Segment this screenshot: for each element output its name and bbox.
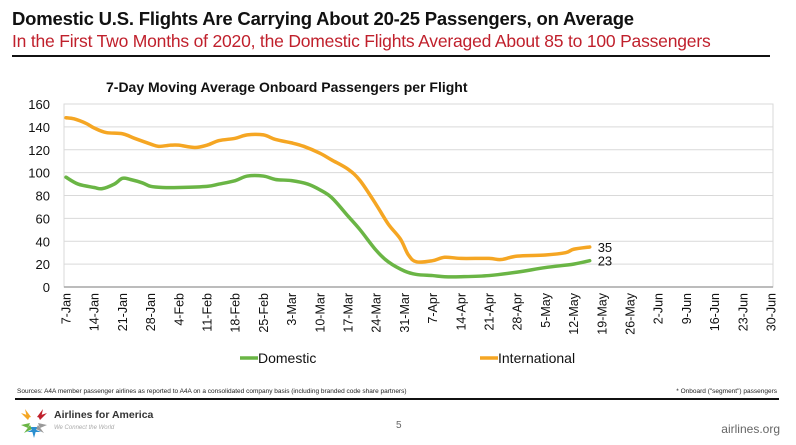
- x-tick-label: 10-Mar: [313, 293, 327, 333]
- slide-title: Domestic U.S. Flights Are Carrying About…: [12, 8, 634, 29]
- y-tick-label: 120: [28, 143, 50, 158]
- x-tick-label: 7-Apr: [426, 293, 440, 324]
- x-tick-label: 21-Jan: [116, 293, 130, 331]
- x-tick-label: 18-Feb: [229, 293, 243, 333]
- y-tick-label: 0: [43, 280, 50, 295]
- x-tick-label: 28-Apr: [511, 293, 525, 331]
- legend-label-international: International: [498, 350, 575, 366]
- x-tick-label: 2-Jun: [652, 293, 666, 324]
- x-tick-label: 3-Mar: [285, 293, 299, 326]
- chart-gridlines: [63, 103, 774, 288]
- data-label-domestic: 23: [598, 254, 612, 269]
- x-tick-label: 7-Jan: [60, 293, 74, 324]
- x-tick-label: 31-Mar: [398, 293, 412, 333]
- y-tick-label: 40: [36, 234, 50, 249]
- x-tick-label: 19-May: [595, 292, 609, 334]
- series-line-international: [64, 115, 592, 264]
- x-tick-label: 26-May: [624, 292, 638, 334]
- footer-divider: [15, 398, 779, 400]
- y-tick-label: 140: [28, 120, 50, 135]
- x-tick-label: 14-Apr: [454, 293, 468, 331]
- series-line-domestic: [64, 173, 592, 279]
- y-tick-label: 60: [36, 211, 50, 226]
- x-tick-label: 23-Jun: [736, 293, 750, 331]
- chart-legend: Domestic International: [240, 350, 575, 366]
- x-tick-label: 30-Jun: [765, 293, 779, 331]
- passengers-line-chart: 7-Day Moving Average Onboard Passengers …: [28, 79, 779, 366]
- airlines-for-america-logo-icon: [21, 409, 47, 438]
- x-tick-label: 14-Jan: [88, 293, 102, 331]
- y-tick-label: 80: [36, 189, 50, 204]
- x-tick-label: 9-Jun: [680, 293, 694, 324]
- data-label-international: 35: [598, 240, 612, 255]
- x-tick-label: 17-Mar: [342, 293, 356, 333]
- y-axis-ticks: 0 20 40 60 80 100 120 140 160: [28, 97, 50, 295]
- logo-tagline: We Connect the World: [54, 425, 115, 431]
- footer-footnote: * Onboard ("segment") passengers: [676, 388, 777, 395]
- x-tick-label: 5-May: [539, 292, 553, 327]
- y-tick-label: 20: [36, 257, 50, 272]
- x-tick-label: 12-May: [567, 292, 581, 334]
- x-tick-label: 4-Feb: [172, 293, 186, 326]
- x-axis-ticks: 7-Jan 14-Jan 21-Jan 28-Jan 4-Feb 11-Feb 18-Feb…: [60, 292, 779, 334]
- x-tick-label: 25-Feb: [257, 293, 271, 333]
- y-tick-label: 160: [28, 97, 50, 112]
- title-divider: [12, 55, 770, 57]
- x-tick-label: 16-Jun: [708, 293, 722, 331]
- y-tick-label: 100: [28, 166, 50, 181]
- x-tick-label: 24-Mar: [370, 293, 384, 333]
- x-tick-label: 11-Feb: [201, 293, 215, 332]
- logo-name: Airlines for America: [54, 409, 154, 421]
- footer-source-note: Sources: A4A member passenger airlines a…: [17, 388, 407, 395]
- x-tick-label: 28-Jan: [144, 293, 158, 331]
- slide-subtitle: In the First Two Months of 2020, the Dom…: [12, 31, 711, 51]
- page-number: 5: [396, 420, 402, 431]
- chart-title: 7-Day Moving Average Onboard Passengers …: [106, 79, 468, 95]
- website-link[interactable]: airlines.org: [721, 422, 780, 436]
- legend-label-domestic: Domestic: [258, 350, 316, 366]
- x-tick-label: 21-Apr: [483, 293, 497, 331]
